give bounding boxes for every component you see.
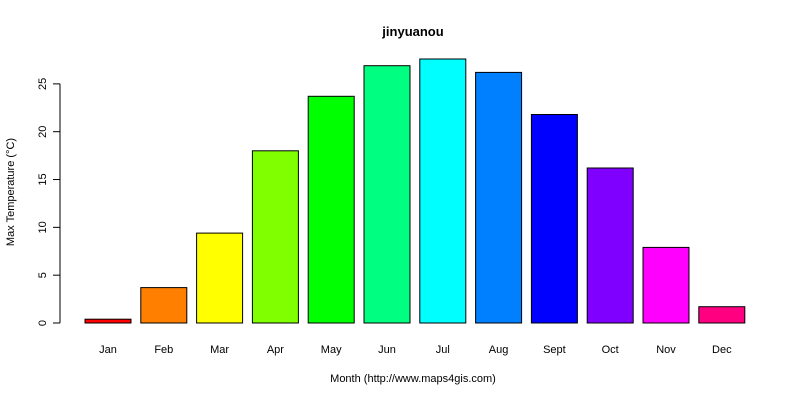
x-tick-label-jan: Jan — [99, 344, 117, 356]
bar-oct — [586, 167, 634, 324]
bar-jan — [84, 318, 132, 324]
chart-title: jinyuanou — [381, 24, 443, 39]
x-tick-label-sept: Sept — [543, 344, 566, 356]
bar-feb — [140, 287, 188, 324]
x-tick-label-aug: Aug — [489, 344, 509, 356]
x-axis-label: Month (http://www.maps4gis.com) — [330, 373, 496, 385]
x-tick-label-nov: Nov — [656, 344, 676, 356]
bar-may — [307, 95, 355, 324]
y-tick-label-5: 5 — [37, 272, 49, 278]
bar-sept — [530, 114, 578, 324]
bar-jun — [363, 65, 411, 324]
bar-nov — [642, 246, 690, 324]
y-tick-label-20: 20 — [37, 126, 49, 138]
x-tick-label-jun: Jun — [378, 344, 396, 356]
y-axis-label: Max Temperature (°C) — [5, 138, 17, 246]
bar-apr — [251, 150, 299, 324]
x-tick-label-mar: Mar — [210, 344, 229, 356]
bar-dec — [698, 306, 746, 324]
x-tick-label-feb: Feb — [154, 344, 173, 356]
y-tick-label-0: 0 — [37, 320, 49, 326]
y-tick-label-15: 15 — [37, 173, 49, 185]
x-tick-label-apr: Apr — [267, 344, 284, 356]
bar-aug — [475, 71, 523, 324]
x-tick-labels: Jan Feb Mar Apr May Jun Jul Aug Sept Oct Nov Dec — [99, 344, 732, 356]
x-tick-label-may: May — [321, 344, 342, 356]
y-tick-label-25: 25 — [37, 78, 49, 90]
y-tick-label-10: 10 — [37, 221, 49, 233]
x-tick-label-oct: Oct — [602, 344, 619, 356]
bar-mar — [196, 232, 244, 324]
bar-jul — [419, 58, 467, 324]
x-tick-label-dec: Dec — [712, 344, 732, 356]
y-axis: 0 5 10 15 20 25 — [37, 78, 61, 326]
bars-group — [84, 58, 746, 324]
x-tick-label-jul: Jul — [436, 344, 450, 356]
